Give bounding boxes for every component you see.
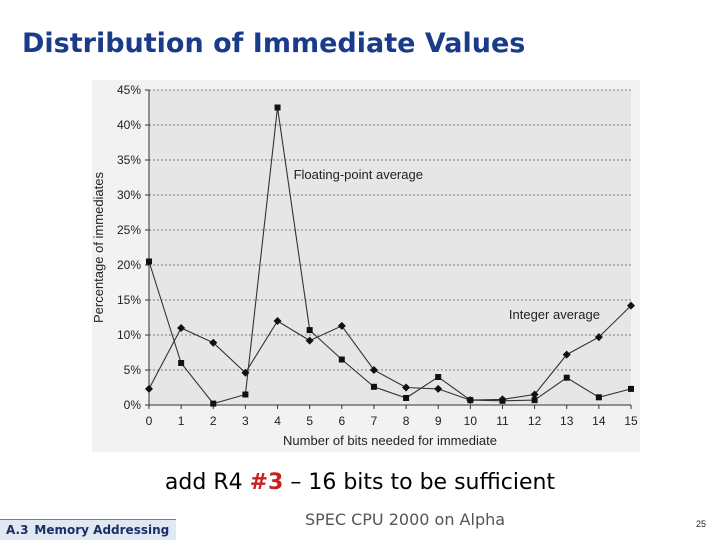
series-line bbox=[148, 305, 632, 401]
y-tick-label: 45% bbox=[117, 83, 141, 97]
data-point-diamond bbox=[594, 333, 603, 342]
series-label-integer: Integer average bbox=[509, 307, 600, 322]
labels: 0%5%10%15%20%25%30%35%40%45%0 1 2 3 4 5 6 7 8 9 10… bbox=[91, 83, 638, 448]
x-tick-label: 13 bbox=[560, 414, 574, 428]
data-point-diamond bbox=[273, 317, 282, 325]
slide-number: 25 bbox=[695, 519, 706, 529]
data-point-square bbox=[435, 374, 442, 380]
data-point-square bbox=[146, 258, 152, 265]
footer-section-number: A.3 bbox=[6, 523, 29, 537]
caption-text-end: – 16 bits to be sufficient bbox=[283, 470, 556, 495]
data-point-square bbox=[274, 104, 281, 111]
axes bbox=[145, 89, 632, 409]
y-tick-label: 30% bbox=[117, 188, 141, 202]
data-point-diamond bbox=[209, 338, 218, 347]
footer-section-label: A.3 Memory Addressing bbox=[0, 519, 176, 540]
data-point-diamond bbox=[145, 384, 153, 393]
x-tick-label: 15 bbox=[624, 414, 638, 428]
x-tick-label: 11 bbox=[496, 414, 509, 428]
x-tick-label: 3 bbox=[242, 414, 249, 428]
footer-source: SPEC CPU 2000 on Alpha bbox=[304, 510, 506, 529]
x-axis-label: Number of bits needed for immediate bbox=[283, 433, 497, 448]
series-label-floating-point: Floating-point average bbox=[294, 167, 423, 182]
data-point-square bbox=[628, 385, 634, 392]
x-tick-label: 12 bbox=[528, 414, 542, 428]
data-point-square bbox=[370, 383, 377, 390]
footer-section-title: Memory Addressing bbox=[34, 523, 170, 537]
data-point-square bbox=[338, 356, 345, 363]
data-point-square bbox=[595, 394, 602, 401]
x-tick-label: 2 bbox=[210, 414, 217, 428]
x-tick-label: 7 bbox=[371, 414, 378, 428]
x-tick-label: 0 bbox=[146, 414, 153, 428]
immediate-values-chart: 0%5%10%15%20%25%30%35%40%45%0 1 2 3 4 5 6 7 8 9 10… bbox=[91, 80, 640, 452]
data-point-diamond bbox=[369, 366, 378, 374]
data-point-diamond bbox=[337, 321, 346, 330]
series-line bbox=[148, 107, 632, 405]
series bbox=[145, 104, 635, 407]
data-point-diamond bbox=[305, 336, 314, 345]
y-tick-label: 40% bbox=[117, 118, 141, 132]
x-tick-label: 10 bbox=[464, 414, 478, 428]
y-axis-label: Percentage of immediates bbox=[91, 171, 106, 323]
slide-caption: add R4 #3 – 16 bits to be sufficient bbox=[0, 470, 720, 495]
y-tick-label: 0% bbox=[124, 398, 142, 412]
data-point-diamond bbox=[402, 383, 411, 392]
data-point-square bbox=[242, 391, 249, 398]
data-point-square bbox=[563, 374, 570, 381]
caption-text-start: add R4 bbox=[164, 470, 250, 495]
gridlines bbox=[149, 89, 631, 371]
data-point-square bbox=[306, 327, 313, 334]
data-point-diamond bbox=[466, 396, 475, 405]
y-tick-label: 20% bbox=[117, 258, 141, 272]
data-point-diamond bbox=[562, 350, 571, 359]
data-point-square bbox=[531, 397, 538, 404]
x-tick-label: 4 bbox=[274, 414, 281, 428]
y-tick-label: 5% bbox=[124, 363, 142, 377]
data-point-square bbox=[403, 395, 410, 401]
y-tick-label: 25% bbox=[117, 223, 141, 237]
data-point-diamond bbox=[530, 390, 539, 399]
caption-highlight: #3 bbox=[249, 470, 284, 495]
data-point-diamond bbox=[498, 395, 507, 404]
x-tick-label: 5 bbox=[306, 414, 313, 428]
x-tick-label: 6 bbox=[338, 414, 345, 428]
y-tick-label: 15% bbox=[117, 293, 141, 307]
data-point-diamond bbox=[177, 324, 186, 332]
x-tick-label: 1 bbox=[178, 414, 185, 428]
plot-area bbox=[149, 90, 631, 405]
data-point-diamond bbox=[241, 368, 250, 377]
x-tick-label: 8 bbox=[403, 414, 410, 428]
data-point-diamond bbox=[627, 301, 635, 310]
data-point-square bbox=[178, 360, 185, 366]
data-point-square bbox=[210, 400, 217, 407]
x-tick-label: 9 bbox=[435, 414, 442, 428]
y-tick-label: 10% bbox=[117, 328, 141, 342]
slide-title: Distribution of Immediate Values bbox=[22, 28, 526, 59]
data-point-diamond bbox=[434, 384, 443, 393]
x-tick-label: 14 bbox=[592, 414, 606, 428]
y-tick-label: 35% bbox=[117, 153, 141, 167]
